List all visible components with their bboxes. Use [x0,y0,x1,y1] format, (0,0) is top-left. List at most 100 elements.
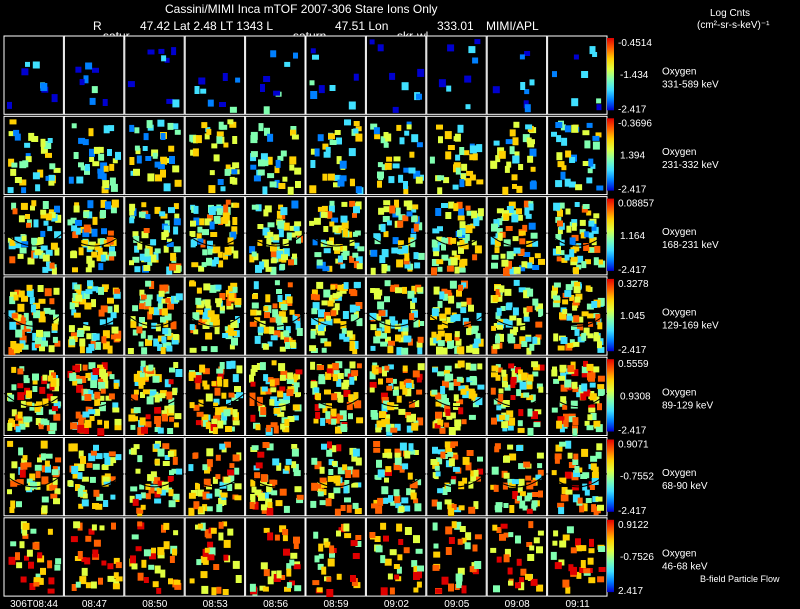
heat-cell [497,218,503,226]
heat-cell [503,455,510,463]
heat-cell [374,313,382,321]
heat-cell [412,481,418,489]
heat-cell [223,539,231,548]
heat-cell [206,315,213,324]
heat-cell [529,545,535,551]
heat-cell [25,153,31,159]
heat-cell [275,316,283,324]
heat-cell [458,505,465,511]
heat-cell [277,155,284,161]
heat-cell [450,479,456,485]
heat-cell [309,80,315,86]
heat-cell [8,347,16,355]
heat-cell [516,318,522,326]
heat-cell [573,470,580,478]
heat-cell [30,482,38,490]
contour-line [486,392,547,407]
contour-line [3,392,64,407]
heat-cell [580,393,587,401]
heat-cell [588,321,594,327]
heat-cell [577,497,583,504]
heat-cell [134,127,140,134]
heat-cell [292,404,300,411]
heat-cell [384,325,391,334]
heat-cell [260,407,267,415]
heat-cell [445,526,453,535]
heat-cell [206,257,212,266]
heat-cell [576,264,582,270]
heat-cell [564,178,571,187]
heat-cell [557,227,563,235]
heat-cell [263,209,269,217]
heat-cell [466,170,474,176]
heat-cell [561,165,567,171]
heat-cell [466,377,473,383]
heat-cell [84,394,92,401]
heat-cell [401,347,409,355]
heat-cell [581,383,588,392]
heat-cell [416,287,423,293]
heat-cell [377,301,385,310]
heat-cell [504,414,510,421]
heat-cell [113,572,119,579]
heat-cell [494,446,500,453]
heat-cell [456,376,463,382]
heat-cell [516,445,524,451]
heat-cell [172,99,180,108]
contour-line [305,473,366,488]
heat-cell [282,535,288,542]
heat-cell [509,146,515,155]
heat-cell [339,415,347,421]
heat-cell [265,266,272,272]
heat-cell [249,246,256,254]
heat-cell [520,568,527,576]
heat-cell [406,415,413,423]
heat-cell [280,212,286,220]
heat-cell [314,252,322,258]
heat-cell [217,420,224,429]
heat-cell [88,528,95,535]
heat-cell [71,584,77,591]
heat-cell [40,453,46,461]
heat-cell [68,325,75,333]
energy-range-label: 89-129 keV [662,401,713,412]
heat-cell [293,382,300,388]
heat-cell [36,238,42,244]
heat-cell [51,94,58,103]
heat-cell [45,249,53,256]
heat-cell [596,104,602,111]
heat-cell [561,257,568,263]
heat-cell [226,361,232,370]
heat-cell [318,403,326,409]
heat-cell [33,310,41,319]
heat-cell [551,470,557,476]
heat-cell [413,572,420,580]
heat-cell [144,421,152,428]
heat-cell [9,119,17,125]
heat-cell [581,366,588,374]
heat-cell [505,417,512,426]
heat-cell [511,214,519,223]
heat-cell [370,345,376,351]
heat-cell [49,262,55,269]
heat-cell [529,343,535,351]
heat-cell [462,239,469,246]
heat-cell [513,279,520,286]
heat-cell [167,450,174,457]
heat-cell [19,340,26,346]
heat-cell [167,332,174,340]
heat-cell [444,333,452,342]
heat-cell [523,392,530,398]
heat-cell [217,251,223,258]
heat-cell [402,319,408,328]
heat-cell [311,457,318,465]
heat-cell [589,247,597,253]
heat-cell [317,563,324,570]
heat-cell [233,202,240,208]
heat-cell [587,313,595,319]
heat-cell [92,463,100,470]
heat-cell [273,425,279,434]
heat-cell [145,280,152,287]
heat-cell [375,367,382,374]
heat-cell [84,419,92,428]
